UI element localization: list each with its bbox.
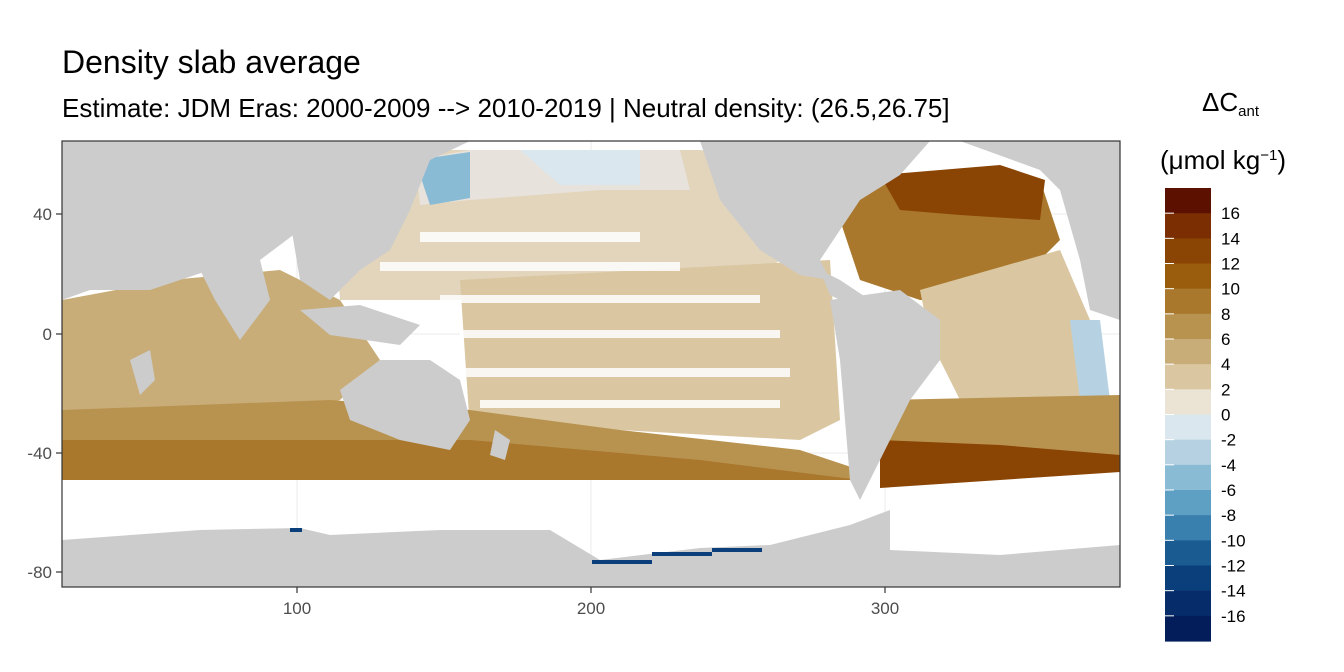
legend-swatch bbox=[1165, 464, 1211, 491]
legend-break-label: -6 bbox=[1221, 481, 1236, 500]
legend-swatch bbox=[1165, 339, 1211, 365]
legend-break-label: 2 bbox=[1221, 380, 1230, 399]
legend-swatch bbox=[1165, 414, 1211, 441]
legend-break-label: -12 bbox=[1221, 557, 1246, 576]
legend-break-label: 16 bbox=[1221, 204, 1240, 223]
legend-swatch bbox=[1165, 364, 1211, 390]
field-atlantic-blue bbox=[1070, 320, 1110, 400]
legend-break-label: 4 bbox=[1221, 355, 1230, 374]
legend-break-label: 8 bbox=[1221, 305, 1230, 324]
y-tick-label: -40 bbox=[27, 444, 52, 463]
legend-swatch bbox=[1165, 188, 1211, 214]
x-axis: 100 200 300 bbox=[283, 587, 899, 618]
legend-swatch bbox=[1165, 263, 1211, 290]
land-australia bbox=[340, 360, 470, 450]
legend-break-label: 6 bbox=[1221, 330, 1230, 349]
legend-unit-sup: −1 bbox=[1260, 147, 1278, 164]
field-white-stripes bbox=[380, 232, 790, 408]
legend-break-label: -14 bbox=[1221, 582, 1246, 601]
field-north-atlantic-dark bbox=[880, 165, 1045, 220]
legend-unit-close: ) bbox=[1277, 145, 1286, 175]
legend-swatch bbox=[1165, 515, 1211, 541]
legend-break-label: -4 bbox=[1221, 456, 1236, 475]
legend-break-label: 12 bbox=[1221, 255, 1240, 274]
legend-symbol: ΔC bbox=[1202, 87, 1239, 117]
land-antarctica bbox=[62, 510, 1120, 587]
field-atlantic-tropics bbox=[920, 250, 1100, 400]
y-axis: 40 0 -40 -80 bbox=[27, 205, 62, 582]
field-pacific-tropics bbox=[460, 260, 840, 440]
legend-swatch bbox=[1165, 565, 1211, 592]
field-north-pacific-blue bbox=[415, 152, 470, 205]
legend-break-label: -2 bbox=[1221, 431, 1236, 450]
legend-swatch bbox=[1165, 213, 1211, 239]
land-indonesia bbox=[300, 305, 420, 345]
land-nz bbox=[490, 430, 510, 460]
legend-break-label: 0 bbox=[1221, 406, 1230, 425]
legend-swatch bbox=[1165, 389, 1211, 416]
legend-swatch bbox=[1165, 439, 1211, 466]
plot-title: Density slab average bbox=[62, 44, 361, 80]
legend-labels: 16 14 12 10 8 6 4 2 0 -2 -4 -6 -8 -10 -12 -14 -16 bbox=[1221, 204, 1246, 626]
legend-colorbar bbox=[1165, 188, 1211, 642]
x-tick-label: 200 bbox=[577, 599, 605, 618]
field-southern-dark bbox=[62, 440, 860, 480]
y-tick-label: 40 bbox=[33, 205, 52, 224]
plot-subtitle: Estimate: JDM Eras: 2000-2009 --> 2010-2… bbox=[62, 93, 950, 123]
land-north-america bbox=[700, 141, 930, 280]
y-tick-label: 0 bbox=[43, 325, 52, 344]
legend-break-label: -8 bbox=[1221, 506, 1236, 525]
land-africa-europe bbox=[62, 141, 330, 300]
y-tick-label: -80 bbox=[27, 563, 52, 582]
land-madagascar bbox=[130, 350, 155, 395]
legend-title: ΔCant (μmol kg−1) bbox=[1160, 80, 1320, 182]
land bbox=[62, 141, 1120, 587]
legend-swatch bbox=[1165, 288, 1211, 315]
antarctic-coastal-cells bbox=[290, 528, 762, 564]
field-kuroshio-blue bbox=[520, 150, 640, 185]
field-south-atlantic-dark bbox=[880, 440, 1120, 488]
x-tick-label: 100 bbox=[283, 599, 311, 618]
legend-swatch bbox=[1165, 615, 1211, 642]
x-tick-label: 300 bbox=[871, 599, 899, 618]
legend-break-label: -16 bbox=[1221, 607, 1246, 626]
land-greenland bbox=[960, 141, 1120, 200]
land-south-america bbox=[830, 290, 940, 500]
legend-swatch bbox=[1165, 238, 1211, 265]
legend-break-label: -10 bbox=[1221, 531, 1246, 550]
legend-unit: (μmol kg bbox=[1160, 145, 1261, 175]
land-india bbox=[200, 260, 270, 340]
land-africa-east bbox=[1060, 180, 1120, 320]
legend-symbol-sub: ant bbox=[1238, 103, 1260, 120]
legend-break-label: 10 bbox=[1221, 280, 1240, 299]
legend-swatch bbox=[1165, 490, 1211, 516]
legend-swatch bbox=[1165, 313, 1211, 340]
land-asia bbox=[280, 141, 470, 300]
legend-break-label: 14 bbox=[1221, 229, 1240, 248]
legend-swatch bbox=[1165, 540, 1211, 567]
legend-swatch bbox=[1165, 590, 1211, 617]
ocean-field bbox=[62, 150, 1120, 488]
